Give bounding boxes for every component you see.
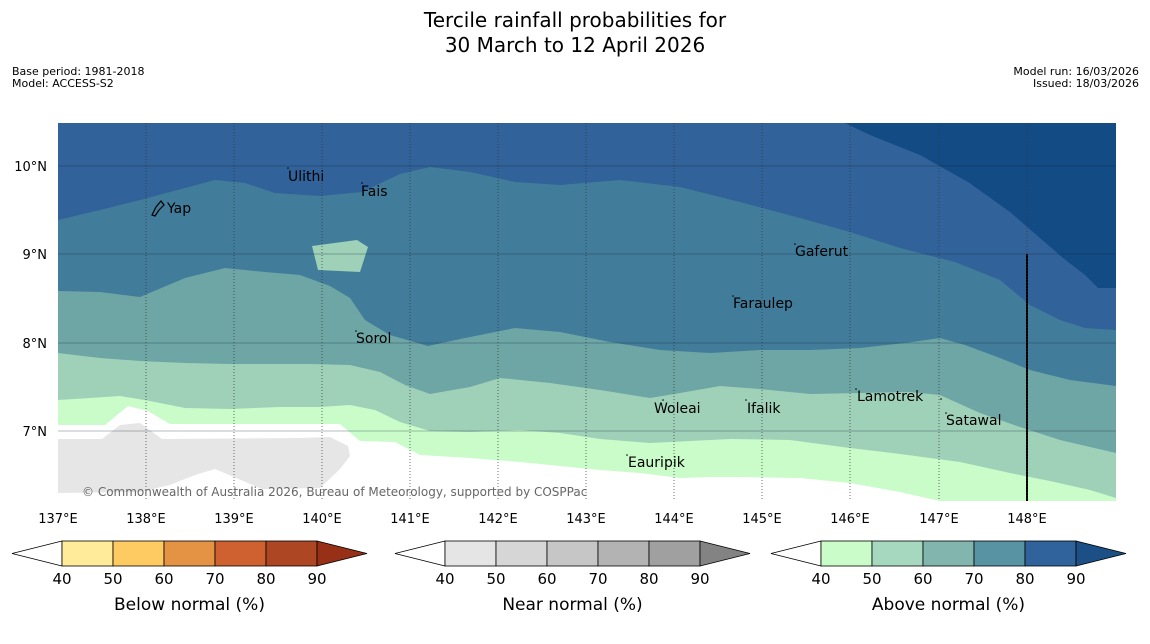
below-normal-swatch-50 <box>112 540 165 567</box>
lon-label-145e: 145°E <box>742 512 782 527</box>
lat-label-8n: 8°N <box>23 337 48 352</box>
title-line-2: 30 March to 12 April 2026 <box>444 33 706 57</box>
lon-label-146e: 146°E <box>830 512 870 527</box>
below-normal-tick-90: 90 <box>307 570 326 588</box>
place-eauripik: Eauripik <box>628 455 686 471</box>
place-woleai: Woleai <box>654 401 701 417</box>
below-normal-tick-40: 40 <box>52 570 71 588</box>
near-normal-swatch-80 <box>648 540 701 567</box>
near-normal-extend-high <box>699 540 751 567</box>
model-run: Model run: 16/03/2026 <box>1013 65 1139 78</box>
near-normal-tick-40: 40 <box>435 570 454 588</box>
lon-label-139e: 139°E <box>214 512 254 527</box>
above-normal-swatch-70 <box>973 540 1026 567</box>
band-above-90 <box>845 123 1116 288</box>
colorbar-above-normal: 40 50 60 70 80 90 Above normal (%) <box>770 540 1127 615</box>
lon-label-143e: 143°E <box>566 512 606 527</box>
map-title: Tercile rainfall probabilities for 30 Ma… <box>0 8 1150 58</box>
place-sorol: Sorol <box>356 331 391 347</box>
below-normal-tick-60: 60 <box>154 570 173 588</box>
lat-axis-labels: 10°N 9°N 8°N 7°N <box>14 160 47 440</box>
below-normal-swatch-80 <box>265 540 318 567</box>
base-period: Base period: 1981-2018 <box>12 65 145 78</box>
below-normal-tick-80: 80 <box>256 570 275 588</box>
copyright-notice: © Commonwealth of Australia 2026, Bureau… <box>82 485 587 499</box>
near-normal-shading <box>58 423 350 493</box>
below-normal-tick-70: 70 <box>205 570 224 588</box>
lat-label-7n: 7°N <box>23 425 48 440</box>
lon-axis-labels: 137°E 138°E 139°E 140°E 141°E 142°E 143°… <box>38 512 1047 527</box>
near-normal-tick-70: 70 <box>588 570 607 588</box>
title-line-1: Tercile rainfall probabilities for <box>423 8 727 32</box>
above-normal-tick-80: 80 <box>1015 570 1034 588</box>
lat-label-9n: 9°N <box>23 248 48 263</box>
place-gaferut: Gaferut <box>795 244 849 260</box>
below-normal-title: Below normal (%) <box>114 595 265 615</box>
near-normal-swatch-40 <box>444 540 497 567</box>
above-normal-extend-high <box>1075 540 1127 567</box>
place-ulithi: Ulithi <box>288 169 324 185</box>
lon-label-138e: 138°E <box>126 512 166 527</box>
map-grid <box>145 123 1028 501</box>
place-satawal: Satawal <box>946 413 1001 429</box>
lat-label-10n: 10°N <box>14 160 47 175</box>
below-normal-extend-low <box>11 540 63 567</box>
lon-label-148e: 148°E <box>1007 512 1047 527</box>
place-yap: Yap <box>166 201 191 217</box>
near-normal-swatch-50 <box>495 540 548 567</box>
above-normal-swatch-40 <box>820 540 873 567</box>
below-normal-extend-high <box>316 540 368 567</box>
lon-label-140e: 140°E <box>302 512 342 527</box>
place-lamotrek: Lamotrek <box>857 389 924 405</box>
place-ifalik: Ifalik <box>747 401 781 417</box>
place-faraulep: Faraulep <box>733 296 793 312</box>
above-normal-swatch-50 <box>871 540 924 567</box>
meta-left: Base period: 1981-2018 Model: ACCESS-S2 <box>12 66 144 90</box>
above-normal-extend-low <box>770 540 822 567</box>
colorbar-near-normal: 40 50 60 70 80 90 Near normal (%) <box>394 540 751 615</box>
near-normal-tick-80: 80 <box>639 570 658 588</box>
near-normal-tick-60: 60 <box>537 570 556 588</box>
map-area <box>58 123 1116 501</box>
below-normal-swatch-60 <box>163 540 216 567</box>
above-normal-title: Above normal (%) <box>872 595 1025 615</box>
below-normal-swatch-40 <box>61 540 114 567</box>
colorbar-below-normal: 40 50 60 70 80 90 Below normal (%) <box>11 540 368 615</box>
issued-date: Issued: 18/03/2026 <box>1032 77 1139 90</box>
map-lat-grid <box>58 165 1116 432</box>
near-normal-swatch-60 <box>546 540 599 567</box>
above-normal-swatch-60 <box>922 540 975 567</box>
model-name: Model: ACCESS-S2 <box>12 77 114 90</box>
above-normal-tick-90: 90 <box>1066 570 1085 588</box>
place-fais: Fais <box>361 184 388 200</box>
near-normal-tick-90: 90 <box>690 570 709 588</box>
lon-label-147e: 147°E <box>919 512 959 527</box>
near-normal-swatch-70 <box>597 540 650 567</box>
lon-label-144e: 144°E <box>654 512 694 527</box>
yap-island-shape <box>151 200 165 217</box>
meta-right: Model run: 16/03/2026 Issued: 18/03/2026 <box>1013 66 1139 90</box>
below-normal-swatch-70 <box>214 540 267 567</box>
above-normal-tick-70: 70 <box>964 570 983 588</box>
above-normal-tick-50: 50 <box>862 570 881 588</box>
above-normal-tick-60: 60 <box>913 570 932 588</box>
place-labels: Ulithi Fais Yap Gaferut Faraulep Sorol L… <box>166 167 1001 471</box>
lon-label-137e: 137°E <box>38 512 78 527</box>
near-normal-tick-50: 50 <box>486 570 505 588</box>
lon-label-142e: 142°E <box>478 512 518 527</box>
below-normal-tick-50: 50 <box>103 570 122 588</box>
lon-label-141e: 141°E <box>390 512 430 527</box>
above-normal-tick-40: 40 <box>811 570 830 588</box>
near-normal-title: Near normal (%) <box>502 595 642 615</box>
near-normal-patch <box>312 240 368 272</box>
near-normal-extend-low <box>394 540 446 567</box>
above-normal-swatch-80 <box>1024 540 1077 567</box>
